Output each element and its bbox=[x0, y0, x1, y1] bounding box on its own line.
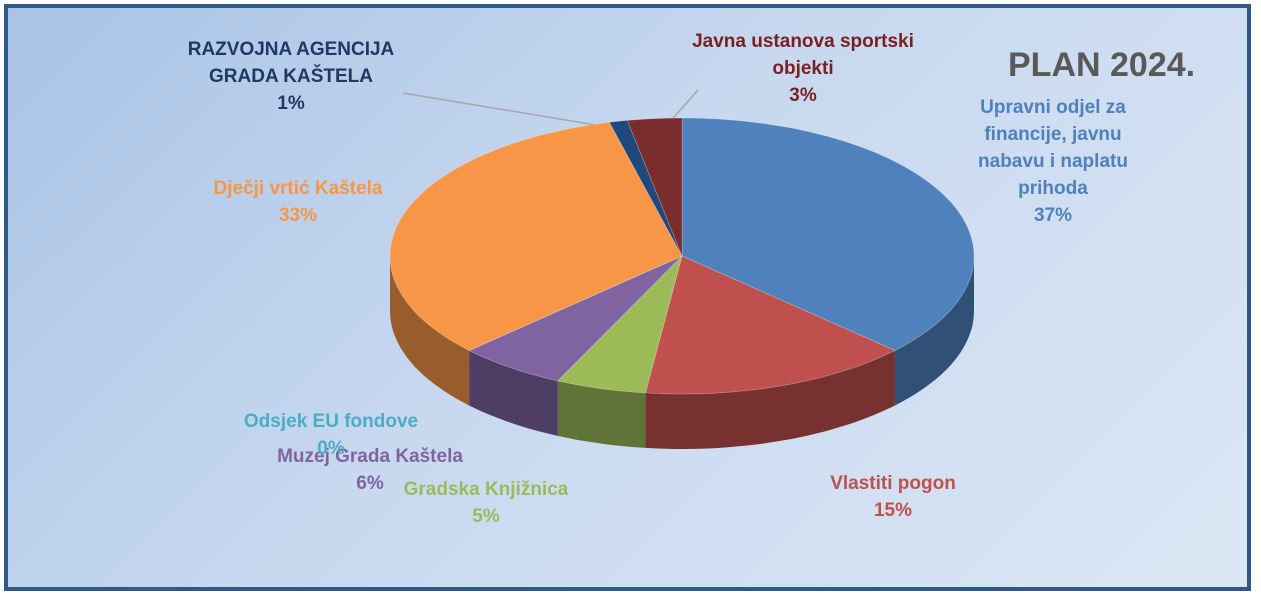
data-label: Gradska Knjižnica 5% bbox=[356, 476, 616, 530]
slice-side bbox=[469, 350, 558, 436]
data-label: RAZVOJNA AGENCIJA GRADA KAŠTELA 1% bbox=[186, 36, 396, 117]
slice bbox=[644, 255, 896, 395]
label-value: 37% bbox=[1033, 205, 1073, 226]
slice-side bbox=[645, 350, 895, 449]
label-name: Dječji vrtić Kaštela bbox=[213, 178, 383, 199]
label-name: Muzej Grada Kaštela bbox=[277, 446, 463, 467]
slice-side bbox=[894, 256, 974, 406]
label-value: 15% bbox=[873, 500, 913, 521]
label-name: Upravni odjel za financije, javnu nabavu… bbox=[978, 97, 1128, 199]
label-value: 1% bbox=[277, 93, 305, 114]
label-value: 3% bbox=[789, 85, 817, 106]
label-name: Gradska Knjižnica bbox=[403, 479, 569, 500]
slice-side bbox=[390, 256, 470, 406]
data-label: Dječji vrtić Kaštela 33% bbox=[158, 175, 438, 229]
data-label: Javna ustanova sportski objekti 3% bbox=[688, 28, 918, 109]
slice bbox=[681, 117, 975, 351]
slice bbox=[556, 254, 683, 394]
label-value: 33% bbox=[278, 205, 318, 226]
label-value: 0% bbox=[317, 438, 345, 459]
pie-area bbox=[389, 89, 975, 449]
label-value: 6% bbox=[356, 473, 384, 494]
chart-title: PLAN 2024. bbox=[1008, 46, 1196, 84]
label-name: RAZVOJNA AGENCIJA GRADA KAŠTELA bbox=[187, 39, 395, 87]
label-name: Javna ustanova sportski objekti bbox=[692, 31, 914, 79]
slice bbox=[389, 121, 683, 351]
data-label: Vlastiti pogon 15% bbox=[763, 470, 1023, 524]
data-label: Upravni odjel za financije, javnu nabavu… bbox=[953, 94, 1153, 229]
label-name: Odsjek EU fondove bbox=[243, 411, 419, 432]
label-name: Vlastiti pogon bbox=[830, 473, 956, 494]
slice-side bbox=[557, 380, 646, 448]
data-label: Odsjek EU fondove 0% bbox=[211, 408, 451, 462]
chart: PLAN 2024. Upravni odjel za financije, j… bbox=[4, 4, 1251, 591]
label-value: 5% bbox=[472, 506, 500, 527]
slice bbox=[468, 255, 683, 382]
data-label: Muzej Grada Kaštela 6% bbox=[220, 443, 520, 497]
slice bbox=[608, 119, 683, 257]
leader-line bbox=[402, 92, 627, 131]
slice bbox=[626, 117, 683, 257]
